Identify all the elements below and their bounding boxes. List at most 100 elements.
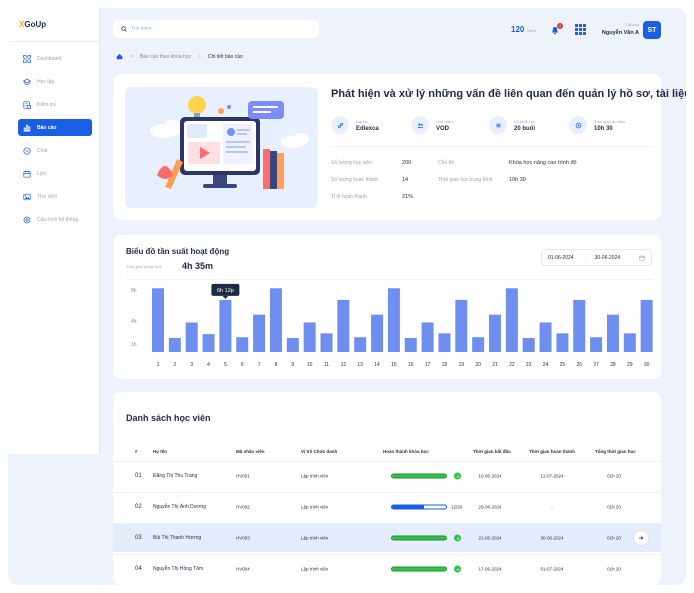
chart-bar[interactable] <box>219 299 232 352</box>
chart-bar[interactable] <box>371 314 384 352</box>
tooltip-text: 6h 12p <box>217 288 234 294</box>
x-tick-label: 25 <box>560 362 566 368</box>
user-role: Chỉ khóa <box>625 23 639 27</box>
total-time: 01h 20 <box>607 504 621 510</box>
x-tick-label: 4 <box>207 362 210 368</box>
sidebar-item-library[interactable]: Thư viện <box>18 188 92 205</box>
x-tick-label: 20 <box>475 362 481 368</box>
chart-bar[interactable] <box>303 322 316 352</box>
sidebar-item-label: Chat <box>37 147 48 154</box>
column-header: Hoàn thành khóa học <box>383 449 429 454</box>
breadcrumb-link-report[interactable]: Báo cáo theo khóa học <box>139 53 192 60</box>
sidebar-nav: Dashboard Học tập Kiểm tra Báo cáo Chat … <box>18 50 92 234</box>
library-icon <box>23 193 31 200</box>
row-detail-button[interactable] <box>634 531 648 545</box>
sidebar-item-calendar[interactable]: Lịch <box>18 165 92 182</box>
info-label: Tỉ lệ hoàn thành <box>331 194 367 200</box>
meta-source: Nguồn Edlexca <box>331 116 379 134</box>
chart-bar[interactable] <box>185 322 198 352</box>
course-illustration-art <box>150 96 309 189</box>
date-to[interactable]: 30-06-2024 <box>594 254 621 261</box>
sidebar-item-study[interactable]: Học tập <box>18 73 92 90</box>
user-name[interactable]: Nguyễn Văn A <box>601 30 639 36</box>
search-input[interactable] <box>131 26 311 32</box>
chart-bar[interactable] <box>404 338 417 352</box>
employee-code: HV004 <box>236 566 250 572</box>
progress-text: 12/20 <box>451 504 463 510</box>
chart-bar[interactable] <box>573 299 586 352</box>
chart-bar[interactable] <box>337 299 350 352</box>
logo[interactable]: XGoUp <box>19 20 46 29</box>
table-row[interactable]: 01 Đặng Thị Thu Trang HV001 Lập trình viên 1… <box>113 461 661 490</box>
apps-grid-icon[interactable] <box>575 24 586 35</box>
chart-bar[interactable] <box>438 333 451 352</box>
x-tick-label: 15 <box>391 362 397 368</box>
chart-bar[interactable] <box>472 337 485 352</box>
date-range-picker[interactable]: 01-06-2024 → 30-06-2024 <box>541 249 652 266</box>
sidebar-item-label: Thư viện <box>37 193 57 200</box>
arrow-right-icon <box>639 536 644 540</box>
students-title: Danh sách học viên <box>126 413 211 423</box>
avg-time-label: Thời gian trung bình <box>126 264 162 269</box>
chart-bar[interactable] <box>236 337 249 352</box>
chart-bar[interactable] <box>606 314 619 352</box>
sidebar-item-test[interactable]: Kiểm tra <box>18 96 92 113</box>
chart-bar[interactable] <box>590 337 603 352</box>
employee-code: HV002 <box>236 504 250 510</box>
x-tick-label: 10 <box>307 362 313 368</box>
chart-bar[interactable] <box>505 288 518 352</box>
x-tick-label: 12 <box>341 362 347 368</box>
sidebar-item-settings[interactable]: Cấu hình hệ thống <box>18 211 92 228</box>
chart-bar[interactable] <box>354 337 367 352</box>
chart-bar[interactable] <box>640 299 653 352</box>
position: Lập trình viên <box>301 566 329 572</box>
chart-bar[interactable] <box>269 288 282 352</box>
calendar-icon <box>23 170 31 178</box>
x-tick-label: 6 <box>241 362 244 368</box>
column-header: Thời gian hoàn thành <box>529 449 575 454</box>
total-time: 01h 20 <box>607 566 621 572</box>
graduation-cap-icon <box>23 78 31 85</box>
chart-bar[interactable] <box>556 333 569 352</box>
meta-label: Nguồn <box>356 118 368 124</box>
x-tick-label: 30 <box>644 362 650 368</box>
chart-bar[interactable] <box>320 333 333 352</box>
chart-bar[interactable] <box>421 322 434 352</box>
x-tick-label: 17 <box>425 362 431 368</box>
date-from[interactable]: 01-06-2024 <box>548 254 574 261</box>
table-row[interactable]: 03 Bùi Thị Thanh Hương HV003 Lập trình viên… <box>113 523 661 552</box>
chart-bar[interactable] <box>539 322 552 352</box>
course-info-card: Phát hiện và xử lý những vấn đề liên qua… <box>113 74 686 220</box>
calendar-icon[interactable] <box>639 255 645 261</box>
chart-bar[interactable] <box>455 299 468 352</box>
chart-bar[interactable] <box>168 338 181 352</box>
table-row[interactable]: 02 Nguyễn Thị Ánh Dương HV002 Lập trình viê… <box>113 492 661 521</box>
points-unit: điểm <box>527 28 537 33</box>
table-row[interactable]: 04 Nguyễn Thị Hồng Tâm HV004 Lập trình viên… <box>113 554 661 583</box>
chart-bar[interactable] <box>253 314 266 352</box>
total-time: 01h 20 <box>607 535 621 541</box>
meta-value: VOD <box>436 125 450 132</box>
search-box <box>113 20 319 38</box>
student-name: Bùi Thị Thanh Hương <box>153 535 202 541</box>
points-value: 120 <box>511 25 525 34</box>
total-time: 01h 20 <box>607 473 621 479</box>
chart-bar[interactable] <box>202 334 215 352</box>
chart-bar[interactable] <box>489 314 501 352</box>
chart-bar[interactable] <box>152 288 164 352</box>
bell-icon[interactable] <box>550 25 560 35</box>
chart-bar[interactable] <box>286 338 299 352</box>
sidebar-item-dashboard[interactable]: Dashboard <box>18 50 92 67</box>
x-tick-label: 3 <box>190 362 193 368</box>
home-icon[interactable] <box>116 53 123 60</box>
position: Lập trình viên <box>301 504 329 510</box>
sidebar-item-chat[interactable]: Chat <box>18 142 92 159</box>
avatar[interactable]: ST <box>643 21 661 39</box>
meta-value: 20 buổi <box>514 125 536 132</box>
chart-bar[interactable] <box>387 288 400 352</box>
chart-bar[interactable] <box>623 333 636 352</box>
logo-mark: X <box>19 20 25 29</box>
chart-bar[interactable] <box>522 338 535 352</box>
x-tick-label: 13 <box>357 362 363 368</box>
sidebar-item-report[interactable]: Báo cáo <box>18 119 92 136</box>
